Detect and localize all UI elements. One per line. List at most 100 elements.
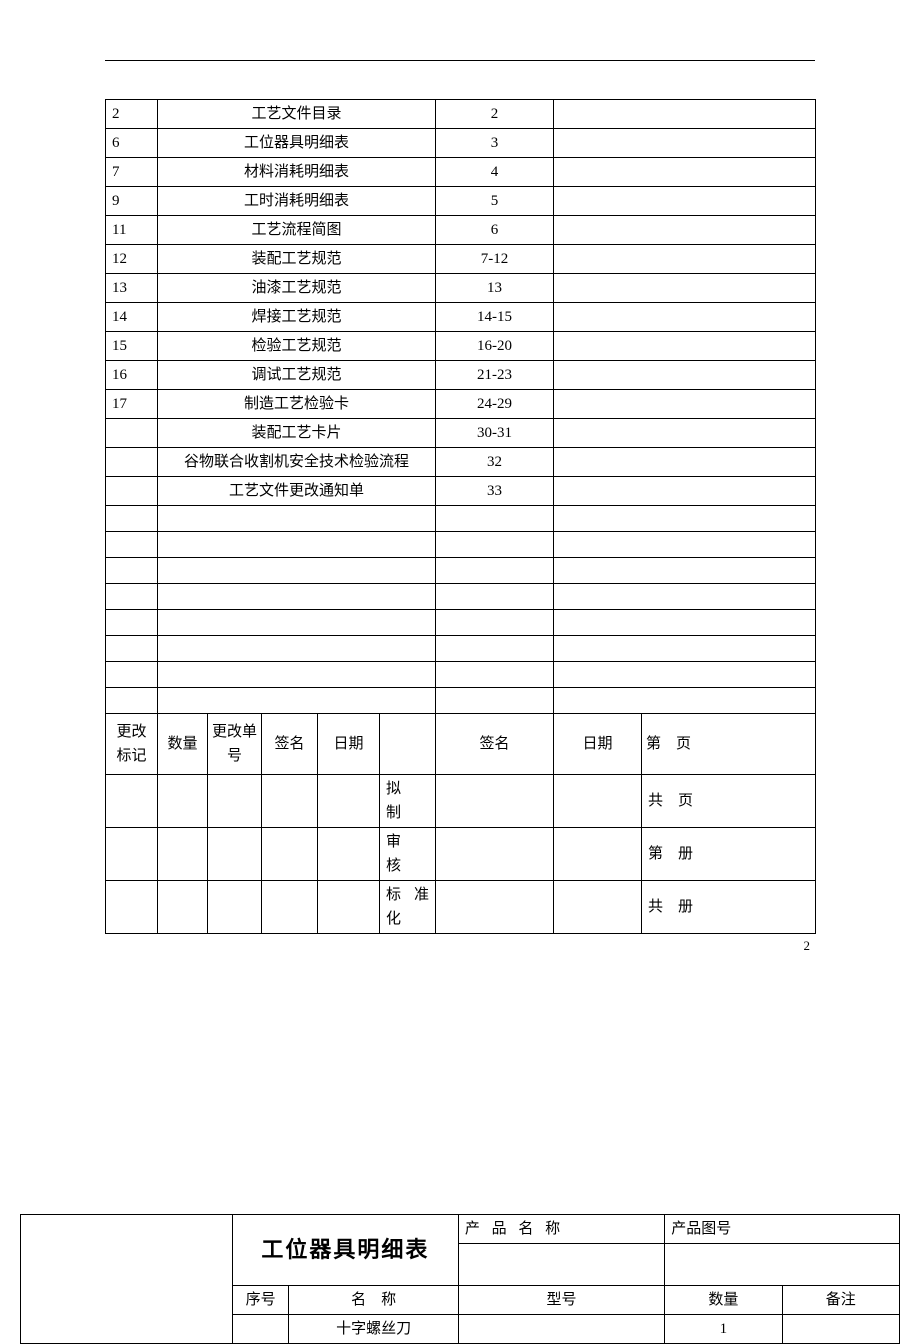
toc-row-blank	[106, 636, 816, 662]
toc-name: 材料消耗明细表	[158, 158, 436, 187]
toc-name: 工艺文件更改通知单	[158, 477, 436, 506]
toc-row: 14焊接工艺规范14-15	[106, 303, 816, 332]
toc-page: 7-12	[436, 245, 554, 274]
toc-name: 油漆工艺规范	[158, 274, 436, 303]
footer-right: 共 页	[642, 775, 816, 828]
toc-page: 13	[436, 274, 554, 303]
toc-no: 12	[106, 245, 158, 274]
toc-blank	[554, 158, 816, 187]
footer-row: 拟 制共 页	[106, 775, 816, 828]
toc-row-blank	[106, 662, 816, 688]
detail-remark	[782, 1315, 899, 1344]
footer-stage: 审 核	[380, 828, 436, 881]
toc-blank	[554, 419, 816, 448]
toc-footer: 更改标记 数量 更改单号 签名 日期 签名 日期 第 页	[106, 714, 816, 775]
toc-row-blank	[106, 506, 816, 532]
toc-blank	[554, 245, 816, 274]
toc-row: 装配工艺卡片30-31	[106, 419, 816, 448]
toc-row: 工艺文件更改通知单33	[106, 477, 816, 506]
toc-name: 制造工艺检验卡	[158, 390, 436, 419]
toc-page: 6	[436, 216, 554, 245]
hdr-date2: 日期	[554, 714, 642, 775]
detail-left-blank	[21, 1215, 233, 1344]
toc-no	[106, 477, 158, 506]
toc-row: 17制造工艺检验卡24-29	[106, 390, 816, 419]
toc-row-blank	[106, 610, 816, 636]
toc-blank	[554, 390, 816, 419]
val-product-name	[458, 1244, 664, 1286]
hdr-page-a: 第 页	[642, 714, 816, 775]
toc-page: 30-31	[436, 419, 554, 448]
toc-name: 焊接工艺规范	[158, 303, 436, 332]
toc-blank	[554, 477, 816, 506]
toc-name: 谷物联合收割机安全技术检验流程	[158, 448, 436, 477]
toc-no: 14	[106, 303, 158, 332]
hdr-date: 日期	[318, 714, 380, 775]
footer-row: 审 核第 册	[106, 828, 816, 881]
toc-page: 14-15	[436, 303, 554, 332]
toc-page: 3	[436, 129, 554, 158]
footer-row: 标 准 化共 册	[106, 881, 816, 934]
toc-page: 4	[436, 158, 554, 187]
toc-row: 9工时消耗明细表5	[106, 187, 816, 216]
toc-row: 11工艺流程简图6	[106, 216, 816, 245]
toc-blank	[554, 332, 816, 361]
toc-no: 11	[106, 216, 158, 245]
toc-row: 13油漆工艺规范13	[106, 274, 816, 303]
toc-blank	[554, 274, 816, 303]
toc-blank	[554, 361, 816, 390]
toc-page: 32	[436, 448, 554, 477]
footer-stage: 拟 制	[380, 775, 436, 828]
lbl-product-drawing: 产品图号	[665, 1215, 900, 1244]
toc-no: 13	[106, 274, 158, 303]
toc-no: 16	[106, 361, 158, 390]
toc-page: 33	[436, 477, 554, 506]
detail-title: 工位器具明细表	[232, 1215, 458, 1286]
toc-name: 工时消耗明细表	[158, 187, 436, 216]
top-horizontal-rule	[105, 60, 815, 61]
hdr-change-mark: 更改标记	[106, 714, 158, 775]
detail-model	[458, 1315, 664, 1344]
toc-row: 12装配工艺规范7-12	[106, 245, 816, 274]
toc-row-blank	[106, 558, 816, 584]
toc-no: 2	[106, 100, 158, 129]
toc-page: 5	[436, 187, 554, 216]
toc-name: 装配工艺卡片	[158, 419, 436, 448]
page-number: 2	[804, 938, 811, 954]
toc-page: 16-20	[436, 332, 554, 361]
toc-blank	[554, 129, 816, 158]
footer-stage: 标 准 化	[380, 881, 436, 934]
toc-row: 7材料消耗明细表4	[106, 158, 816, 187]
toc-page: 2	[436, 100, 554, 129]
toc-name: 调试工艺规范	[158, 361, 436, 390]
toc-no: 17	[106, 390, 158, 419]
toc-page: 24-29	[436, 390, 554, 419]
toc-row: 2工艺文件目录2	[106, 100, 816, 129]
hdr-sign: 签名	[262, 714, 318, 775]
toc-page: 21-23	[436, 361, 554, 390]
toc-blank	[554, 100, 816, 129]
detail-qty: 1	[665, 1315, 782, 1344]
col-name: 名 称	[289, 1286, 459, 1315]
hdr-qty: 数量	[158, 714, 208, 775]
toc-no: 9	[106, 187, 158, 216]
toc-no: 15	[106, 332, 158, 361]
toc-row: 谷物联合收割机安全技术检验流程32	[106, 448, 816, 477]
hdr-sign2: 签名	[436, 714, 554, 775]
toc-blank	[554, 448, 816, 477]
toc-row-blank	[106, 584, 816, 610]
footer-right: 共 册	[642, 881, 816, 934]
detail-name: 十字螺丝刀	[289, 1315, 459, 1344]
toc-name: 检验工艺规范	[158, 332, 436, 361]
footer-right: 第 册	[642, 828, 816, 881]
toc-row-blank	[106, 532, 816, 558]
toc-row-blank	[106, 688, 816, 714]
toc-row: 6工位器具明细表3	[106, 129, 816, 158]
toc-row: 15检验工艺规范16-20	[106, 332, 816, 361]
col-qty: 数量	[665, 1286, 782, 1315]
val-product-drawing	[665, 1244, 900, 1286]
toc-blank	[554, 187, 816, 216]
toc-no	[106, 419, 158, 448]
toc-no: 7	[106, 158, 158, 187]
col-remark: 备注	[782, 1286, 899, 1315]
